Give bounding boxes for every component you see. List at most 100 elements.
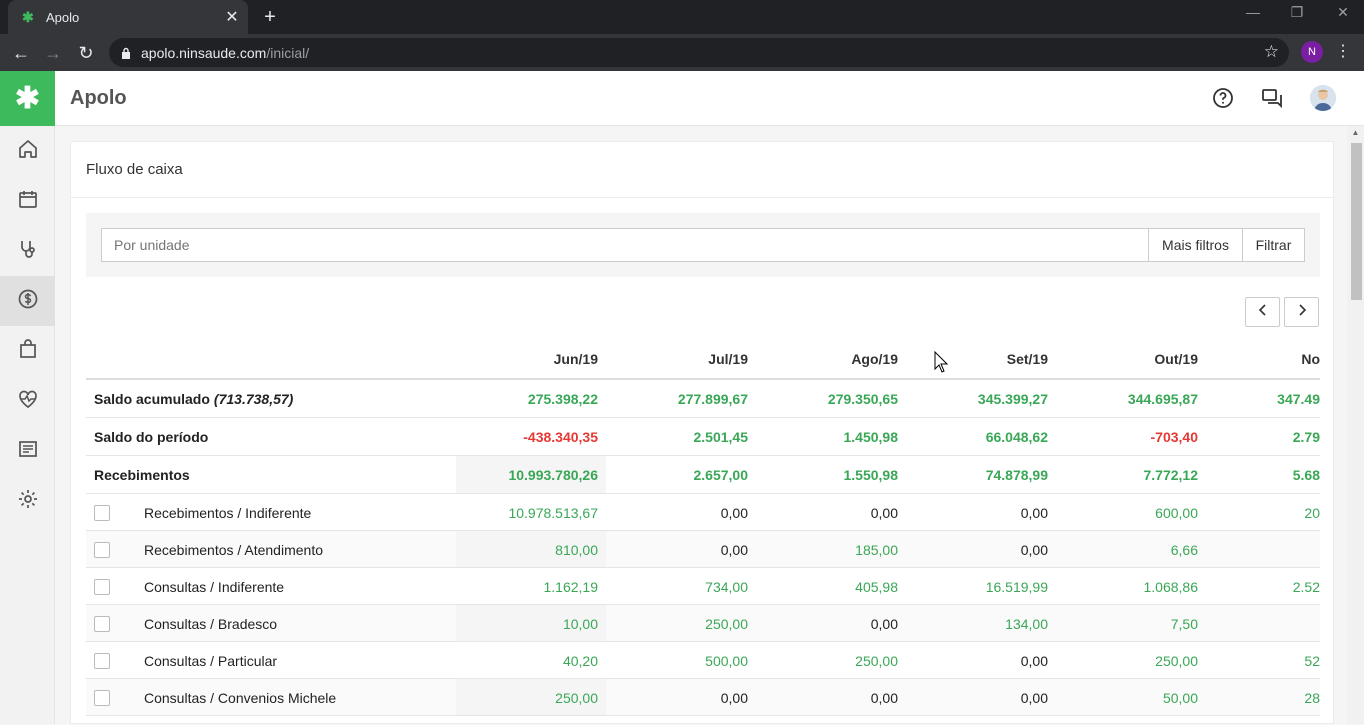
restore-icon[interactable]: ❐ — [1290, 4, 1304, 20]
table-cell: 16.519,99 — [985, 579, 1048, 595]
forward-icon[interactable]: → — [44, 43, 62, 63]
table-cell: 66.048,62 — [985, 429, 1048, 445]
table-cell: 405,98 — [855, 579, 898, 595]
row-checkbox[interactable] — [94, 690, 110, 706]
row-label: Consultas / Bradesco — [144, 616, 277, 632]
table-cell: 74.878,99 — [985, 467, 1048, 483]
table-cell: 277.899,67 — [677, 391, 748, 407]
sidebar-item-finance[interactable] — [0, 276, 55, 326]
sidebar-item-health[interactable] — [0, 376, 55, 426]
row-checkbox[interactable] — [94, 505, 110, 521]
reload-icon[interactable]: ↻ — [78, 43, 94, 63]
sidebar-item-store[interactable] — [0, 326, 55, 376]
table-row: Consultas / Bradesco 10,00 250,00 0,00 134,0… — [86, 605, 1320, 642]
next-page-button[interactable] — [1284, 297, 1319, 327]
row-label: Consultas / Particular — [144, 653, 277, 669]
column-header: Set/19 — [1006, 351, 1048, 367]
scroll-up-icon[interactable]: ▲ — [1351, 128, 1360, 137]
scrollbar-thumb[interactable] — [1351, 143, 1362, 300]
table-row: Saldo acumulado (713.738,57) 275.398,22 277… — [86, 380, 1320, 418]
help-icon[interactable] — [1211, 86, 1235, 110]
highlight-column-cell — [456, 456, 606, 493]
unit-filter-input[interactable] — [101, 228, 1149, 262]
table-row: Recebimentos / Atendimento 810,00 0,00 185,… — [86, 531, 1320, 568]
home-icon — [17, 138, 39, 165]
highlight-column-cell — [456, 642, 606, 678]
browser-menu-icon[interactable]: ⋮ — [1335, 43, 1351, 60]
table-cell: 0,00 — [1020, 542, 1048, 558]
column-header: Jun/19 — [553, 351, 598, 367]
browser-tab[interactable]: ✱ Apolo ✕ — [8, 0, 248, 34]
table-row: Saldo do período -438.340,35 2.501,45 1.450… — [86, 418, 1320, 456]
minimize-icon[interactable]: — — [1246, 4, 1260, 20]
close-tab-icon[interactable]: ✕ — [225, 9, 239, 26]
table-cell: 185,00 — [855, 542, 898, 558]
sidebar-item-reports[interactable] — [0, 426, 55, 476]
highlight-column-cell — [456, 679, 606, 715]
table-cell: 600,00 — [1155, 505, 1198, 521]
row-checkbox[interactable] — [94, 579, 110, 595]
row-label: Saldo acumulado (713.738,57) — [94, 391, 293, 407]
heart-pulse-icon — [17, 388, 39, 415]
table-cell: -703,40 — [1150, 429, 1198, 445]
settings-icon — [17, 488, 39, 515]
row-label: Recebimentos / Indiferente — [144, 505, 311, 521]
row-checkbox[interactable] — [94, 616, 110, 632]
table-cell: 250,00 — [555, 690, 598, 706]
row-label-text: Recebimentos / Indiferente — [144, 505, 312, 521]
row-label: Saldo do período — [94, 429, 208, 445]
back-icon[interactable]: ← — [12, 43, 30, 63]
stethoscope-icon — [17, 238, 39, 265]
new-tab-button[interactable]: + — [264, 6, 276, 28]
table-row: Recebimentos / Indiferente 10.978.513,67 0… — [86, 494, 1320, 531]
highlight-column-cell — [456, 531, 606, 567]
row-label-text: Recebimentos — [94, 467, 190, 483]
window-close-icon[interactable]: ✕ — [1337, 4, 1349, 20]
table-row: Consultas / Indiferente 1.162,19 734,00 405… — [86, 568, 1320, 605]
table-cell: -438.340,35 — [523, 429, 598, 445]
table-cell: 0,00 — [870, 690, 898, 706]
app-favicon-icon: ✱ — [22, 9, 34, 25]
url-host: apolo.ninsaude.com — [141, 44, 267, 61]
table-cell: 344.695,87 — [1127, 391, 1198, 407]
column-header: Jul/19 — [708, 351, 748, 367]
more-filters-button[interactable]: Mais filtros — [1148, 228, 1243, 262]
bookmark-star-icon[interactable]: ☆ — [1263, 42, 1279, 61]
user-avatar[interactable] — [1310, 85, 1336, 111]
browser-tab-bar: ✱ Apolo ✕ + — ❐ ✕ — [0, 0, 1364, 34]
row-label: Recebimentos — [94, 467, 190, 483]
row-label-text: Consultas / Indiferente — [144, 579, 285, 595]
row-label-text: Consultas / Convenios Michele — [144, 690, 337, 706]
table-cell: 0,00 — [870, 616, 898, 632]
table-cell: 810,00 — [555, 542, 598, 558]
app-name: Apolo — [70, 87, 127, 109]
url-field[interactable]: apolo.ninsaude.com/inicial/ ☆ — [109, 38, 1289, 67]
prev-page-button[interactable] — [1245, 297, 1280, 327]
table-cell: 52 — [1304, 653, 1320, 669]
url-path: /inicial/ — [266, 44, 310, 61]
shopping-bag-icon — [17, 338, 39, 365]
sidebar-item-calendar[interactable] — [0, 176, 55, 226]
tab-title: Apolo — [46, 9, 80, 25]
page-title: Fluxo de caixa — [86, 161, 183, 178]
cash-flow-table: Jun/19 Jul/19 Ago/19 Set/19 Out/19 No Sa… — [86, 337, 1320, 725]
column-header: No — [1301, 351, 1320, 367]
browser-profile-avatar[interactable]: N — [1301, 41, 1323, 63]
lock-icon — [121, 47, 131, 59]
filter-button[interactable]: Filtrar — [1242, 228, 1305, 262]
table-cell: 250,00 — [855, 653, 898, 669]
app-logo-icon[interactable]: ✱ — [0, 71, 55, 126]
row-checkbox[interactable] — [94, 542, 110, 558]
cash-flow-card: Fluxo de caixa Mais filtros Filtrar Jun/… — [70, 141, 1335, 725]
table-cell: 134,00 — [1005, 616, 1048, 632]
row-checkbox[interactable] — [94, 653, 110, 669]
sidebar-item-home[interactable] — [0, 126, 55, 176]
table-cell: 345.399,27 — [977, 391, 1048, 407]
chat-icon[interactable] — [1260, 86, 1284, 110]
table-row: Recebimentos 10.993.780,26 2.657,00 1.550,9… — [86, 456, 1320, 494]
sidebar-item-clinical[interactable] — [0, 226, 55, 276]
table-cell: 1.450,98 — [843, 429, 899, 445]
card-divider — [71, 197, 1335, 198]
sidebar-item-settings[interactable] — [0, 476, 55, 526]
table-cell: 0,00 — [1020, 653, 1048, 669]
